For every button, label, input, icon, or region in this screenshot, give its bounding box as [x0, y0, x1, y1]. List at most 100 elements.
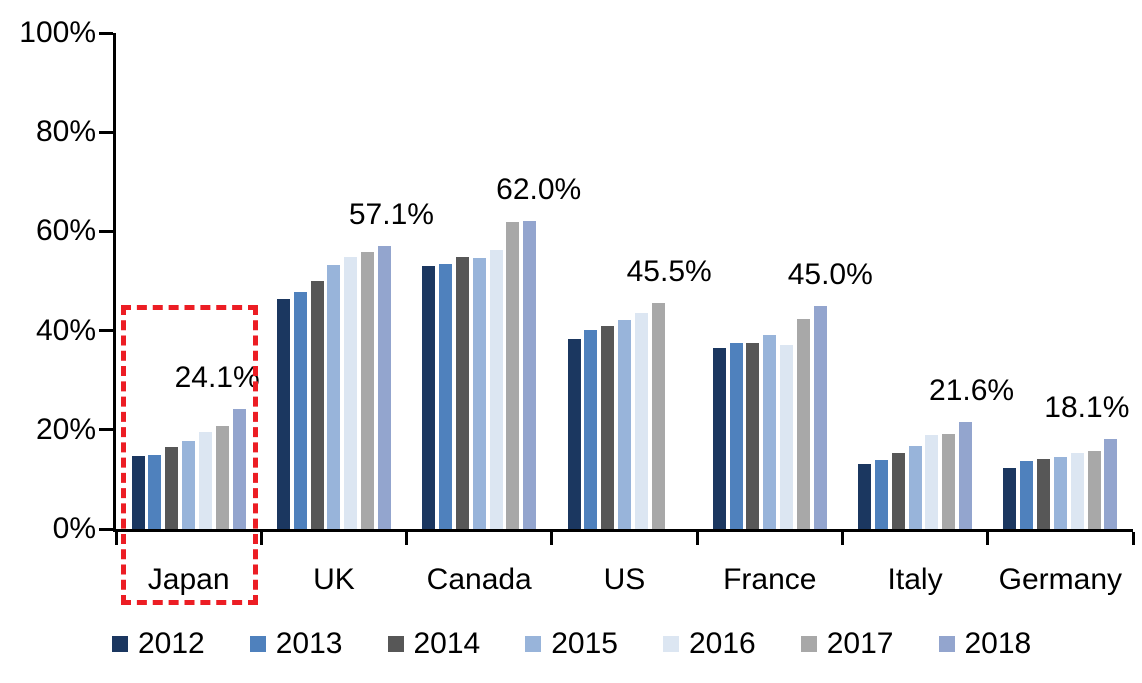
- legend-swatch-2017: [800, 636, 817, 652]
- x-axis-label-canada: Canada: [426, 563, 532, 596]
- bar-uk-2013: [293, 291, 307, 529]
- bar-canada-2012: [422, 266, 436, 529]
- bar-canada-2015: [472, 257, 486, 529]
- y-axis-tick: [99, 329, 113, 333]
- bar-us-2012: [567, 339, 581, 529]
- y-axis-tick: [99, 130, 113, 134]
- legend: 2012 2013 2014 2015 2016 2017 2018: [112, 626, 1031, 662]
- value-label-italy: 21.6%: [929, 373, 1015, 407]
- x-axis-tick: [405, 532, 409, 545]
- x-axis-label-france: France: [723, 563, 817, 596]
- bar-france-2016: [780, 344, 794, 529]
- bar-germany-2016: [1070, 452, 1084, 529]
- bar-canada-2016: [489, 250, 503, 529]
- bar-italy-2015: [908, 445, 922, 529]
- value-label-germany: 18.1%: [1044, 391, 1130, 425]
- bar-us-2015: [618, 320, 631, 529]
- legend-label: 2015: [551, 627, 618, 660]
- y-axis-tick: [99, 229, 113, 233]
- x-axis-tick: [840, 532, 844, 545]
- bar-uk-2017: [361, 251, 375, 529]
- bar-canada-2014: [455, 256, 469, 529]
- legend-swatch-2013: [249, 636, 266, 652]
- x-axis-tick: [695, 532, 699, 545]
- bar-japan-2018: [232, 409, 246, 529]
- value-label-uk: 57.1%: [348, 197, 434, 231]
- y-axis-tick-label: 20%: [35, 412, 96, 446]
- value-label-france: 45.0%: [787, 257, 873, 291]
- x-axis-label-uk: UK: [313, 563, 355, 596]
- legend-swatch-2015: [525, 636, 542, 652]
- bar-uk-2014: [310, 281, 324, 529]
- bar-japan-2014: [165, 446, 179, 529]
- bar-france-2015: [763, 334, 777, 529]
- bar-germany-2017: [1087, 450, 1101, 529]
- y-axis-tick-label: 60%: [35, 214, 96, 248]
- plot-area: Japan UK Canada US France Italy Germany 24.1% 57…: [99, 31, 1135, 605]
- bar-japan-2013: [148, 454, 162, 529]
- y-axis-tick-label: 40%: [35, 313, 96, 347]
- y-axis-tick-label: 0%: [52, 512, 96, 545]
- legend-label: 2018: [964, 627, 1032, 660]
- legend-item-2013: 2013: [249, 626, 343, 662]
- x-axis-tick: [1131, 532, 1135, 545]
- bar-france-2012: [712, 347, 726, 529]
- bar-uk-2012: [276, 299, 290, 529]
- bar-us-2016: [634, 313, 648, 529]
- x-axis-tick: [986, 532, 990, 545]
- bar-germany-2018: [1104, 439, 1118, 529]
- bar-italy-2016: [925, 434, 939, 529]
- legend-label: 2014: [413, 627, 481, 660]
- legend-label: 2017: [826, 627, 894, 660]
- legend-swatch-2014: [387, 636, 404, 652]
- bar-italy-2014: [891, 452, 905, 529]
- bar-japan-2015: [182, 440, 196, 529]
- legend-item-2017: 2017: [800, 626, 894, 662]
- bar-uk-2015: [327, 265, 341, 529]
- bar-germany-2014: [1037, 459, 1051, 529]
- bar-japan-2016: [198, 431, 212, 529]
- x-axis-label-italy: Italy: [887, 563, 943, 596]
- y-axis-tick: [99, 428, 113, 432]
- x-axis-label-japan: Japan: [147, 563, 230, 596]
- y-axis-tick-label: 100%: [19, 16, 96, 49]
- y-axis-tick: [99, 31, 113, 35]
- bar-italy-2012: [858, 464, 872, 529]
- legend-label: 2016: [689, 627, 756, 660]
- bar-uk-2018: [377, 245, 391, 529]
- value-label-japan: 24.1%: [174, 361, 260, 395]
- value-label-us: 45.5%: [626, 255, 712, 289]
- bar-us-2014: [601, 326, 615, 529]
- legend-item-2015: 2015: [525, 626, 618, 662]
- legend-label: 2013: [275, 627, 343, 660]
- bar-canada-2018: [523, 221, 537, 529]
- legend-item-2012: 2012: [112, 626, 205, 662]
- bar-japan-2017: [215, 425, 229, 529]
- bar-uk-2016: [344, 257, 358, 529]
- bar-italy-2017: [942, 433, 956, 529]
- bar-italy-2018: [959, 421, 973, 529]
- bar-canada-2013: [439, 263, 453, 529]
- legend-item-2018: 2018: [938, 626, 1032, 662]
- bar-canada-2017: [506, 222, 520, 529]
- bar-germany-2013: [1020, 460, 1034, 529]
- legend-swatch-2018: [938, 636, 955, 652]
- x-axis-tick: [114, 532, 118, 545]
- legend-label: 2012: [138, 627, 205, 660]
- bar-france-2017: [796, 319, 810, 529]
- value-label-canada: 62.0%: [496, 173, 582, 207]
- bar-germany-2015: [1053, 456, 1067, 529]
- legend-item-2014: 2014: [387, 626, 481, 662]
- highlight-box: [121, 305, 259, 605]
- bar-japan-2012: [131, 455, 145, 529]
- y-axis-tick: [99, 527, 113, 531]
- y-axis-tick-label: 80%: [35, 115, 96, 149]
- bar-italy-2013: [874, 459, 888, 529]
- bar-france-2018: [813, 305, 827, 529]
- legend-swatch-2016: [663, 636, 679, 652]
- bar-germany-2012: [1003, 467, 1017, 529]
- bar-us-2013: [584, 330, 598, 529]
- legend-item-2016: 2016: [663, 626, 756, 662]
- bar-us-2017: [651, 303, 665, 529]
